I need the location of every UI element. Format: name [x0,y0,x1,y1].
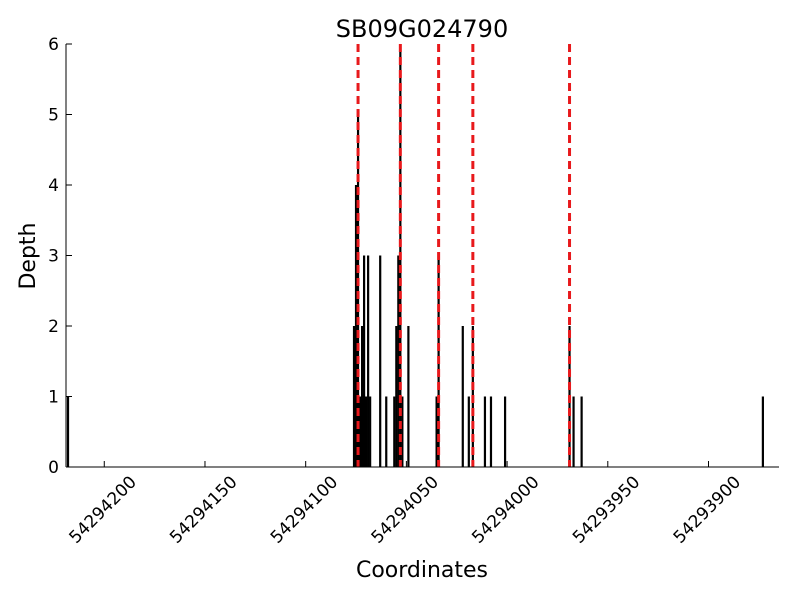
bar [489,396,493,467]
bar [580,396,583,467]
bar [503,396,507,467]
y-tick-label: 0 [48,458,59,478]
bar [352,326,356,467]
bar [401,396,404,467]
bar [393,396,396,467]
bar [761,396,764,467]
bar [360,326,364,467]
bar [467,396,470,467]
y-tick-label: 3 [48,247,59,267]
x-tick-label: 54294000 [468,472,543,547]
y-ticks: 0 1 2 3 4 5 6 [48,35,72,478]
x-tick-label: 54294200 [65,472,140,547]
bar [66,396,70,467]
y-tick-label: 2 [48,317,59,337]
bar [385,396,388,467]
y-tick-label: 6 [48,35,59,55]
bar [354,185,358,467]
bar [367,255,370,467]
x-tick-label: 54293900 [670,472,745,547]
x-axis-label: Coordinates [356,558,488,583]
x-tick-label: 54293950 [569,472,644,547]
x-ticks: 54294200 54294150 54294100 54294050 54294000… [65,461,745,548]
bar [572,396,575,467]
bar [407,326,410,467]
bar [379,255,382,467]
bar [461,326,464,467]
bar [483,396,487,467]
bars-layer [66,44,764,467]
x-tick-label: 54294100 [267,472,342,547]
y-axis-label: Depth [16,222,41,289]
bar [362,255,366,467]
vlines-layer [356,44,572,467]
bar [397,255,400,467]
x-tick-label: 54294150 [166,472,241,547]
bar [435,396,438,467]
y-tick-label: 4 [48,176,59,196]
y-tick-label: 5 [48,106,59,126]
bar [356,114,360,467]
bar [358,396,362,467]
chart-title: SB09G024790 [336,15,508,43]
bar [369,396,372,467]
bar [395,326,398,467]
axes-layer [65,44,779,468]
y-tick-label: 1 [48,388,59,408]
bar [365,396,368,467]
x-tick-label: 54294050 [368,472,443,547]
